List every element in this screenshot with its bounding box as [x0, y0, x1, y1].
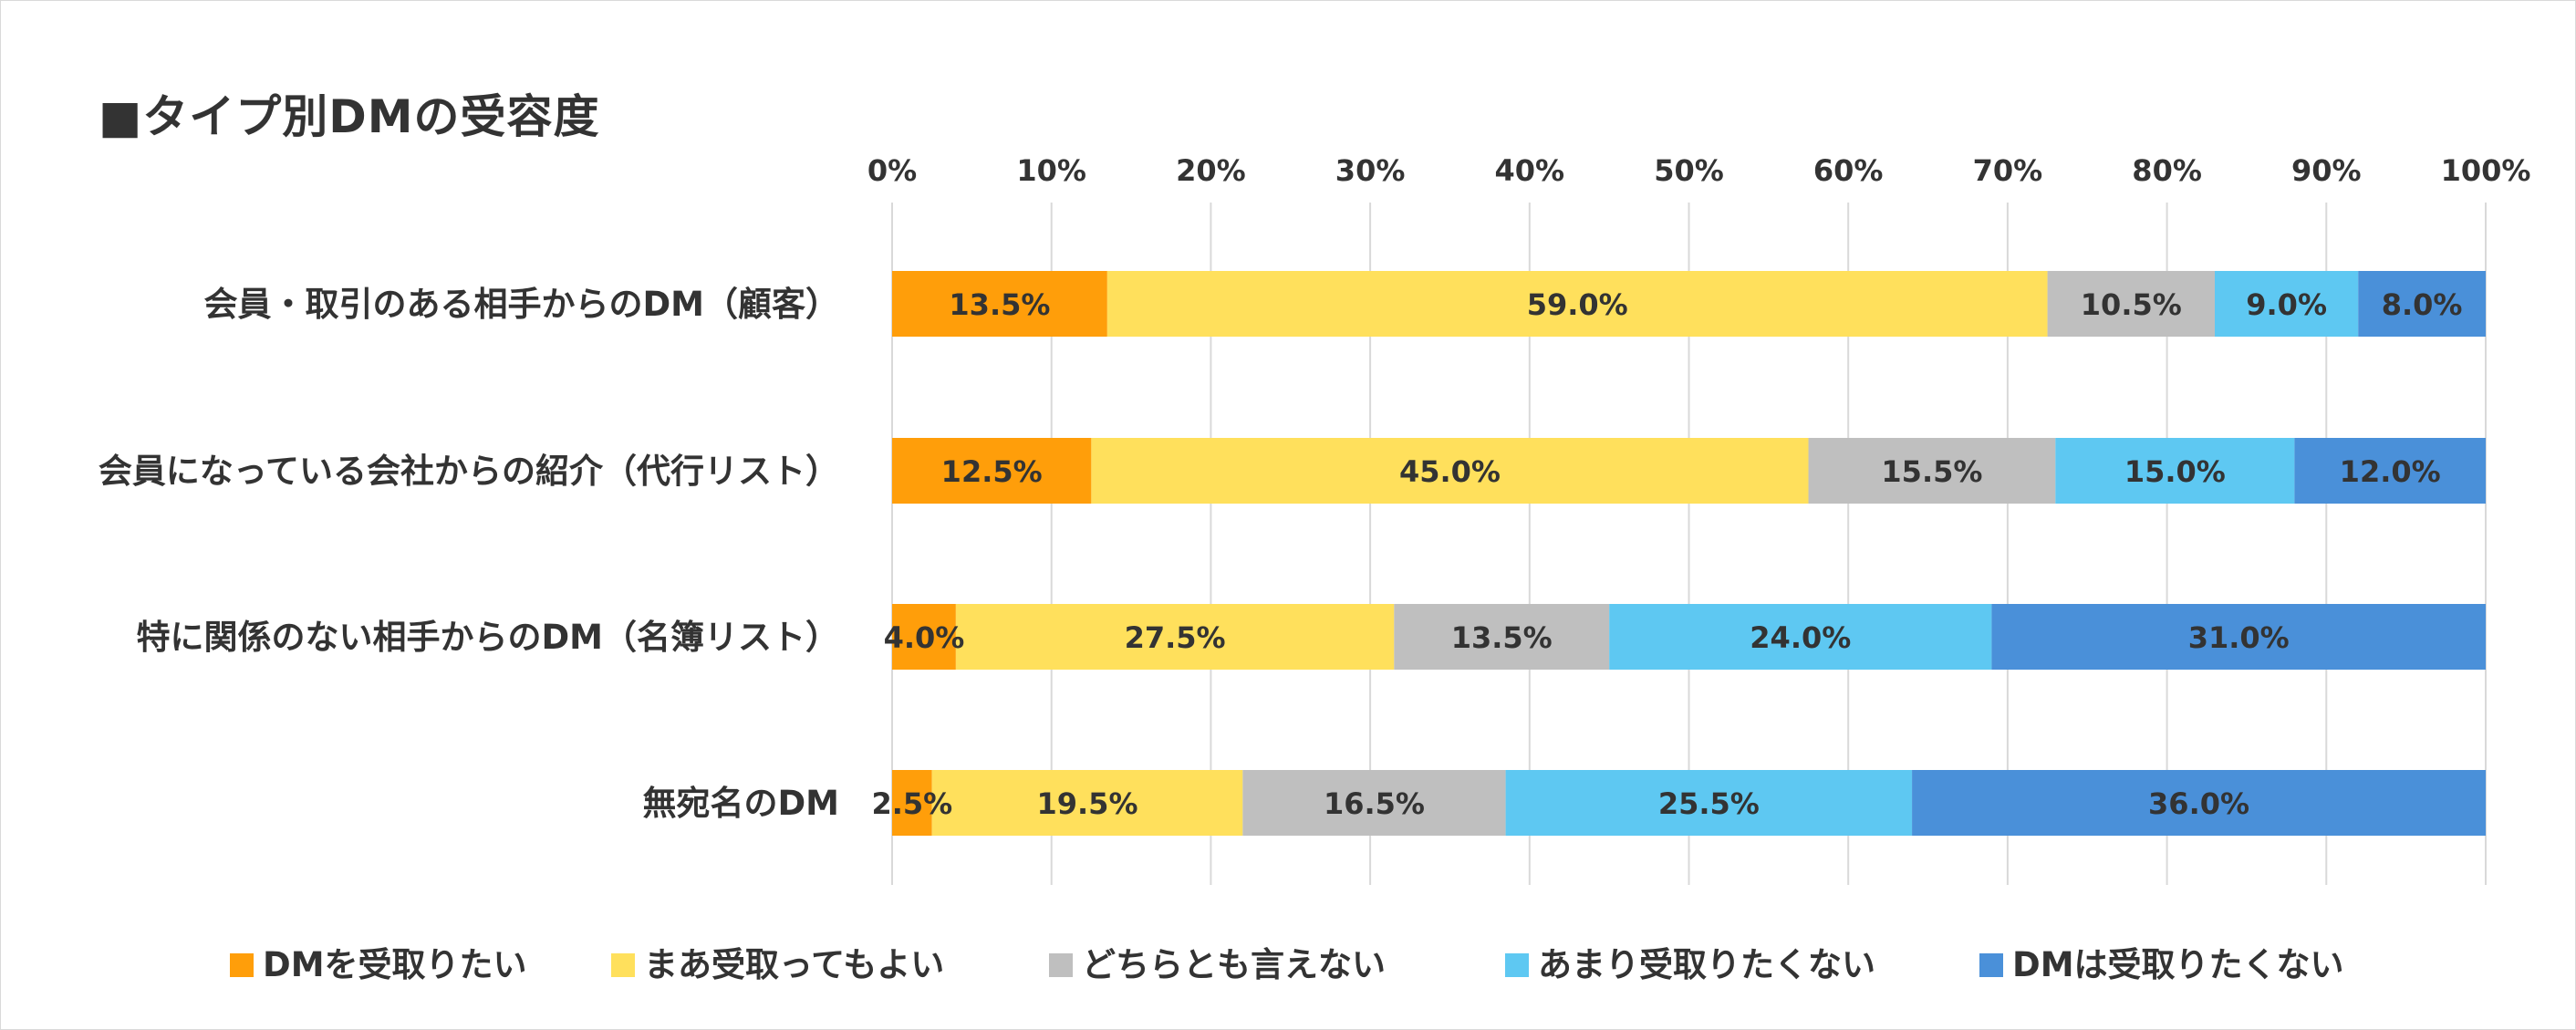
bar-segment	[931, 770, 1243, 836]
data-label: 15.5%	[1881, 454, 1982, 489]
x-tick-label: 10%	[1016, 153, 1086, 188]
bar-segment	[892, 770, 932, 836]
x-tick-label: 70%	[1973, 153, 2043, 188]
data-label: 2.5%	[871, 786, 952, 821]
data-label: 12.5%	[941, 454, 1043, 489]
category-label: 会員・取引のある相手からのDM（顧客）	[203, 285, 839, 324]
data-label: 59.0%	[1527, 287, 1628, 322]
data-label: 25.5%	[1658, 786, 1760, 821]
legend-label: まあ受取ってもよい	[644, 945, 944, 984]
data-label: 12.0%	[2340, 454, 2441, 489]
legend-label: どちらとも言えない	[1082, 945, 1386, 984]
data-label: 15.0%	[2124, 454, 2226, 489]
bar-segment	[1242, 770, 1506, 836]
legend-swatch	[1979, 953, 2003, 977]
legend-label: DMを受取りたい	[263, 945, 527, 984]
data-label: 19.5%	[1036, 786, 1137, 821]
legend-swatch	[1505, 953, 1529, 977]
legend-label: DMは受取りたくない	[2012, 945, 2344, 984]
data-label: 13.5%	[949, 287, 1050, 322]
bar-segment	[1609, 604, 1992, 670]
x-tick-label: 80%	[2132, 153, 2202, 188]
data-label: 45.0%	[1399, 454, 1501, 489]
legend-swatch	[1049, 953, 1073, 977]
bar-segment	[1505, 770, 1913, 836]
x-tick-label: 40%	[1495, 153, 1565, 188]
bar-segment	[1912, 770, 2486, 836]
category-label: 無宛名のDM	[642, 784, 839, 823]
x-tick-label: 50%	[1654, 153, 1724, 188]
x-tick-label: 100%	[2441, 153, 2531, 188]
x-tick-label: 20%	[1176, 153, 1246, 188]
bar-segment	[955, 604, 1395, 670]
legend-label: あまり受取りたくない	[1538, 945, 1875, 984]
x-tick-label: 60%	[1813, 153, 1884, 188]
category-labels: 会員・取引のある相手からのDM（顧客） 会員になっている会社からの紹介（代行リスト…	[99, 285, 839, 823]
x-tick-label: 90%	[2291, 153, 2362, 188]
data-label: 13.5%	[1451, 620, 1553, 655]
bar-segment	[892, 271, 1107, 337]
data-label: 27.5%	[1125, 620, 1226, 655]
bars	[892, 271, 2486, 836]
legend-swatch	[230, 953, 254, 977]
bar-segment	[2358, 271, 2486, 337]
data-label: 4.0%	[884, 620, 965, 655]
bar-segment	[1991, 604, 2486, 670]
data-label: 31.0%	[2188, 620, 2290, 655]
bar-segment	[2294, 438, 2486, 504]
bar-segment	[892, 438, 1092, 504]
category-label: 特に関係のない相手からのDM（名簿リスト）	[136, 618, 839, 657]
chart-title: ■タイプ別DMの受容度	[99, 90, 600, 143]
data-label: 36.0%	[2148, 786, 2249, 821]
bar-segment	[1106, 271, 2048, 337]
data-label: 9.0%	[2246, 287, 2327, 322]
bar-segment	[1808, 438, 2056, 504]
data-label: 24.0%	[1750, 620, 1851, 655]
data-label: 16.5%	[1324, 786, 1425, 821]
data-labels: 13.5% 59.0% 10.5% 9.0% 8.0% 12.5% 45.0% 15.5% 15…	[871, 287, 2462, 821]
x-tick-label: 0%	[867, 153, 917, 188]
x-tick-label: 30%	[1335, 153, 1406, 188]
category-label: 会員になっている会社からの紹介（代行リスト）	[99, 452, 839, 491]
legend: DMを受取りたい まあ受取ってもよい どちらとも言えない あまり受取りたくない DMは受…	[230, 945, 2344, 984]
bar-segment	[1091, 438, 1809, 504]
legend-swatch	[611, 953, 635, 977]
x-axis-ticks: 0% 10% 20% 30% 40% 50% 60% 70% 80% 90% 100%	[867, 153, 2531, 188]
bar-segment	[892, 604, 956, 670]
bar-segment	[2055, 438, 2295, 504]
bar-segment	[2047, 271, 2216, 337]
bar-segment	[1394, 604, 1610, 670]
data-label: 10.5%	[2081, 287, 2182, 322]
bar-segment	[2215, 271, 2359, 337]
data-label: 8.0%	[2382, 287, 2463, 322]
